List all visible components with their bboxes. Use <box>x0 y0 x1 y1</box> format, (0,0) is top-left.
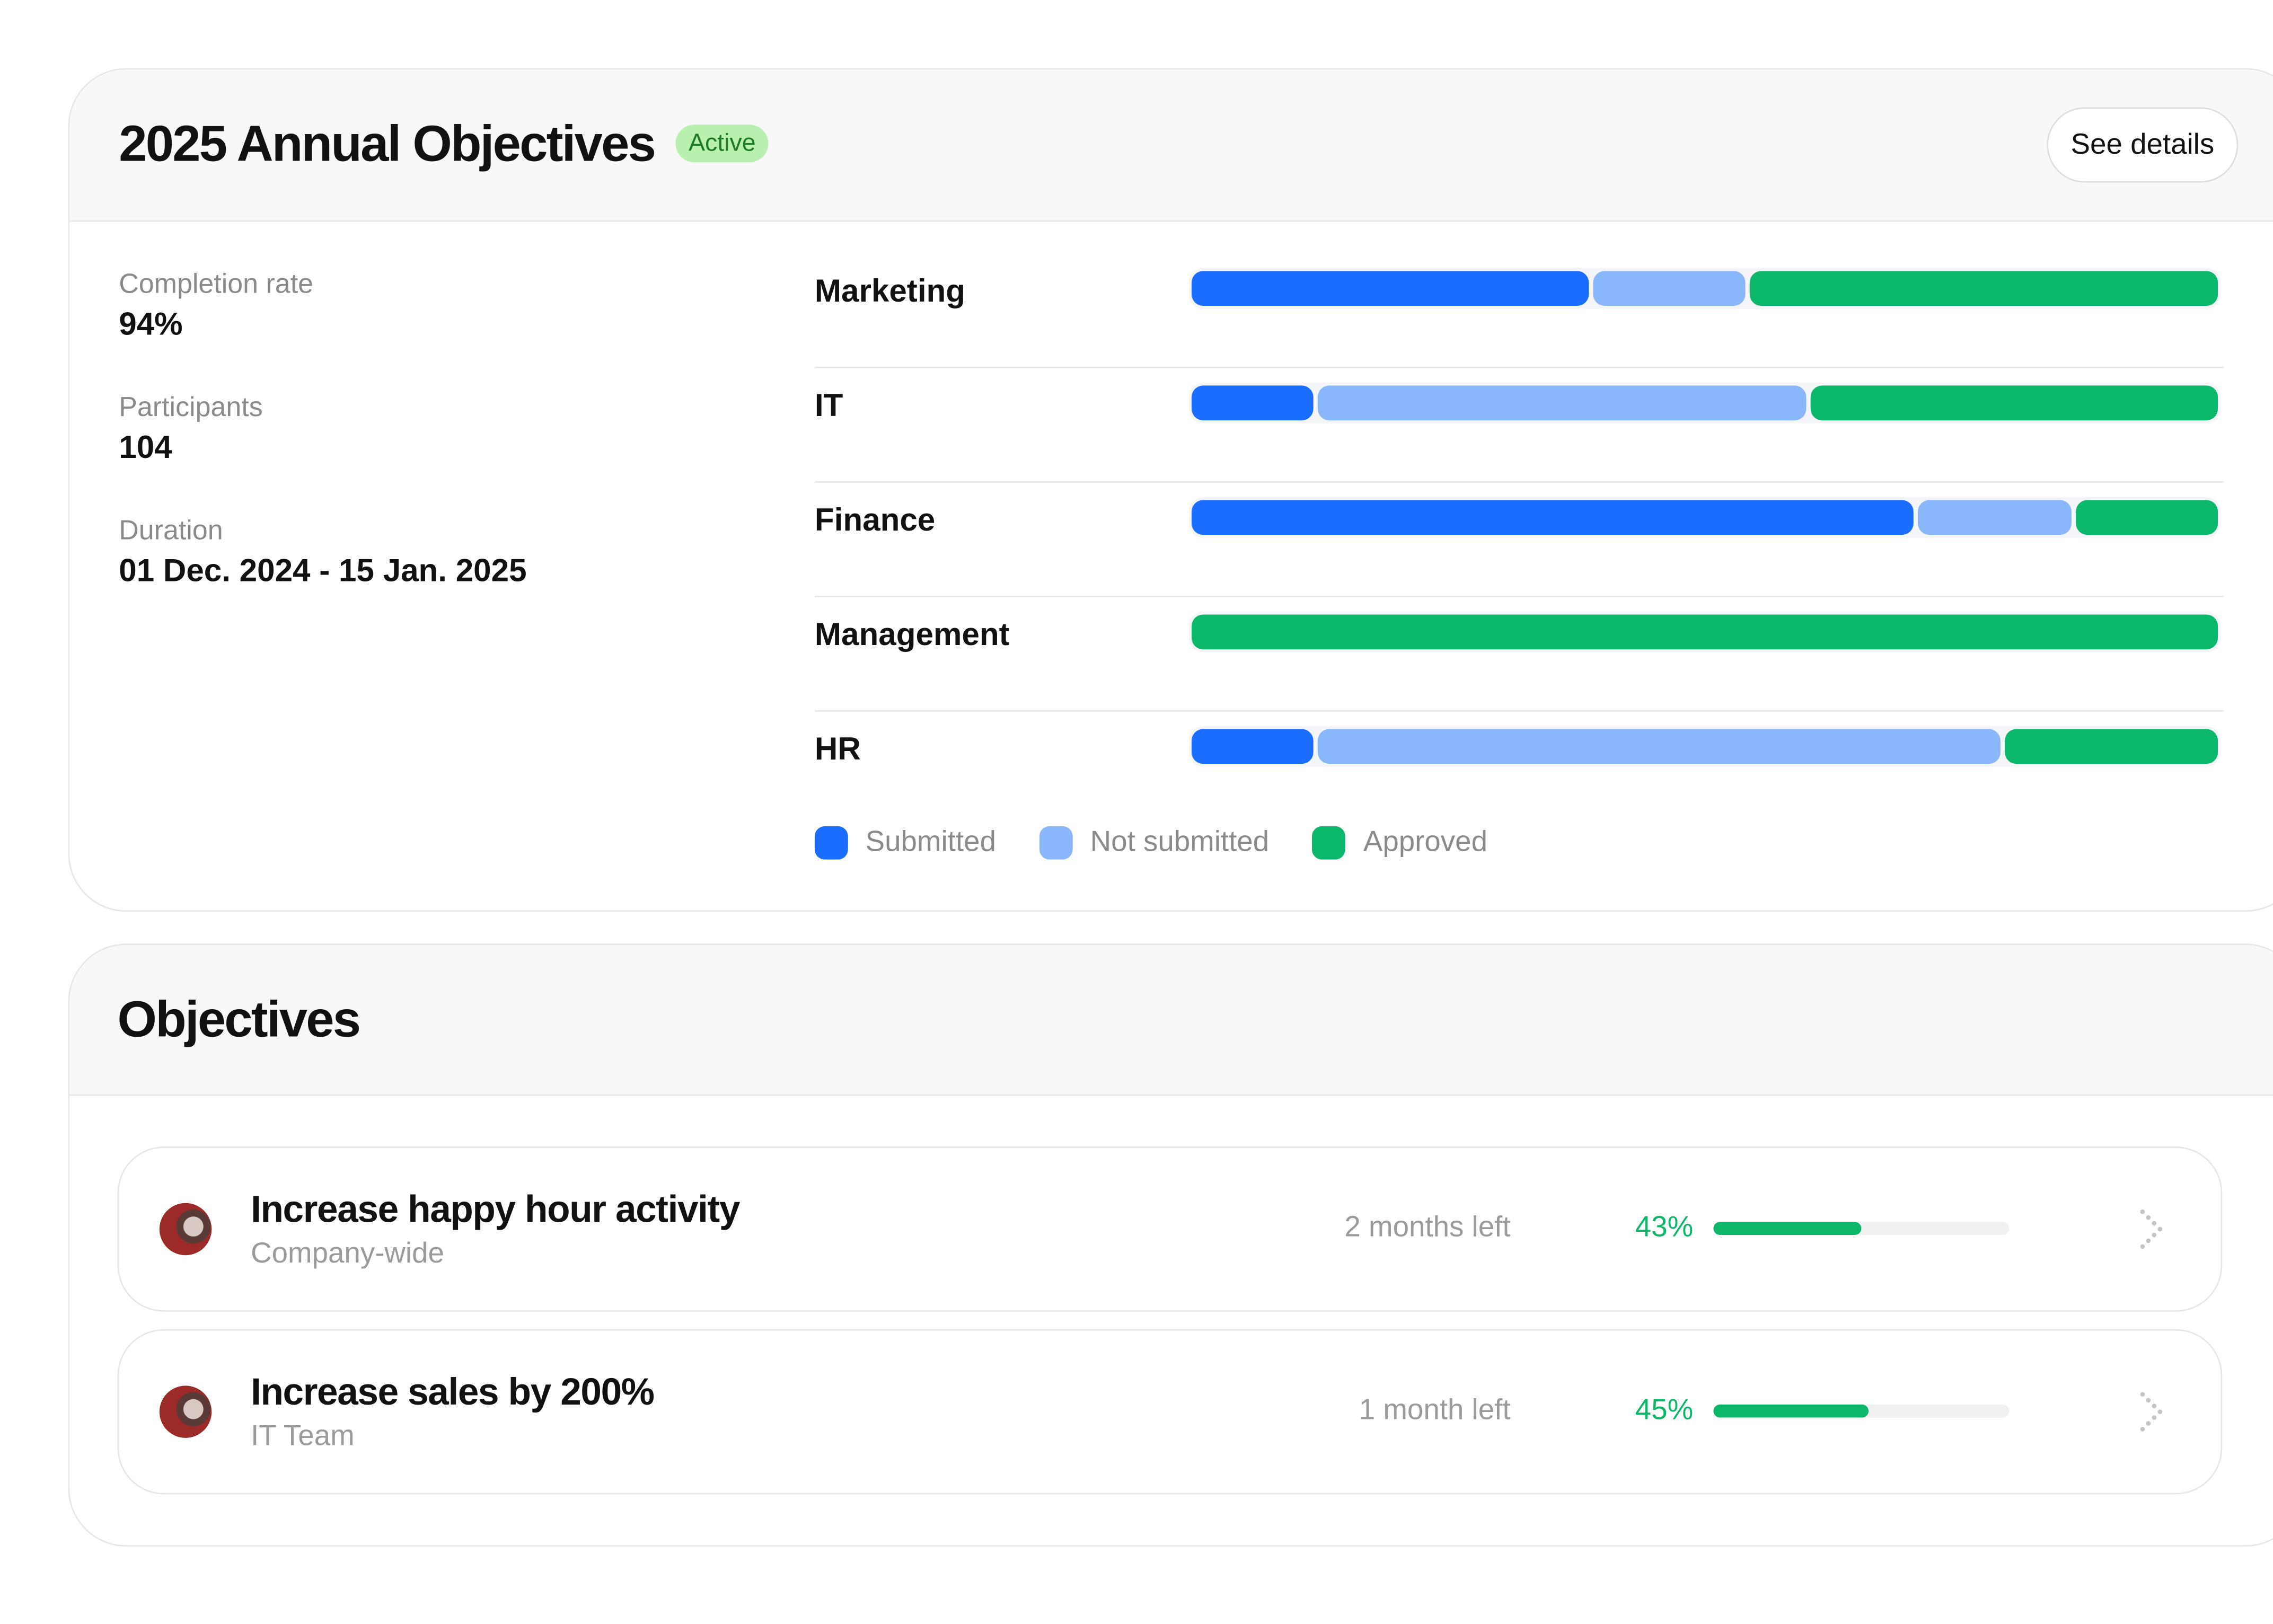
stat-label: Duration <box>119 516 223 546</box>
avatar <box>159 1203 212 1256</box>
bar-segment-submitted <box>1191 500 1914 535</box>
progress-percent: 45% <box>1635 1394 1694 1426</box>
objective-name: Increase happy hour activity <box>251 1187 740 1231</box>
chart-row: Finance <box>814 481 2224 597</box>
progress-fill <box>1713 1222 1862 1235</box>
progress-bar <box>1713 1404 2010 1418</box>
legend-label: Submitted <box>865 826 996 858</box>
objective-scope: IT Team <box>251 1420 355 1453</box>
category-label: Marketing <box>814 272 966 309</box>
card-header: 2025 Annual Objectives Active See detail… <box>69 69 2273 222</box>
bar-segment-not-submitted <box>1918 500 2072 535</box>
legend-swatch <box>814 826 848 860</box>
category-label: Finance <box>814 501 936 538</box>
stacked-bar-track <box>1188 382 2221 423</box>
bar-segment-approved <box>1811 385 2218 421</box>
progress-bar <box>1713 1222 2010 1235</box>
legend-swatch <box>1039 826 1073 860</box>
stat-label: Participants <box>119 393 263 423</box>
bar-segment-not-submitted <box>1592 271 1746 306</box>
stat-value: 104 <box>119 429 172 465</box>
stacked-bar-track <box>1188 726 2221 767</box>
bar-segment-not-submitted <box>1318 729 2000 764</box>
status-badge: Active <box>675 125 769 163</box>
stacked-bar-track <box>1188 268 2221 309</box>
objective-item[interactable]: Increase happy hour activity Company-wid… <box>117 1146 2223 1312</box>
legend-swatch <box>1312 826 1346 860</box>
legend-item: Not submitted <box>1039 826 1269 860</box>
chart-legend: Submitted Not submitted Approved <box>814 826 1487 860</box>
time-left: 2 months left <box>1344 1212 1511 1244</box>
page-title: 2025 Annual Objectives <box>119 116 656 173</box>
category-label: IT <box>814 387 843 423</box>
annual-objectives-card: 2025 Annual Objectives Active See detail… <box>68 68 2273 912</box>
stacked-bar-track <box>1188 497 2221 538</box>
stat-participants: Participants 104 <box>119 393 263 466</box>
stacked-bar-track <box>1188 612 2221 652</box>
stat-value: 94% <box>119 306 183 342</box>
chart-row: Marketing <box>814 252 2224 368</box>
category-label: HR <box>814 730 861 767</box>
stat-value: 01 Dec. 2024 - 15 Jan. 2025 <box>119 552 527 589</box>
bar-segment-submitted <box>1191 271 1589 306</box>
chevron-right-icon[interactable] <box>2138 1209 2168 1250</box>
progress-fill <box>1713 1404 1869 1418</box>
section-title: Objectives <box>117 991 362 1048</box>
bar-segment-approved <box>2075 500 2218 535</box>
bar-segment-approved <box>1191 614 2218 650</box>
bar-segment-not-submitted <box>1318 385 1807 421</box>
stat-label: Completion rate <box>119 269 314 301</box>
card-header: Objectives <box>69 945 2273 1096</box>
see-details-button[interactable]: See details <box>2047 107 2239 183</box>
chevron-right-icon[interactable] <box>2138 1391 2168 1432</box>
avatar <box>159 1385 212 1438</box>
chart-row: HR <box>815 710 2224 825</box>
objective-name: Increase sales by 200% <box>251 1370 655 1414</box>
bar-segment-approved <box>1749 271 2218 306</box>
objectives-card: Objectives Increase happy hour activity … <box>68 943 2273 1547</box>
category-label: Management <box>814 616 1010 652</box>
time-left: 1 month left <box>1359 1394 1511 1426</box>
bar-segment-submitted <box>1191 385 1314 421</box>
progress-percent: 43% <box>1635 1212 1694 1244</box>
objective-scope: Company-wide <box>251 1238 444 1270</box>
legend-item: Submitted <box>814 826 996 860</box>
legend-label: Approved <box>1363 826 1488 858</box>
objective-item[interactable]: Increase sales by 200% IT Team 1 month l… <box>117 1329 2223 1495</box>
bar-segment-approved <box>2004 729 2218 764</box>
legend-label: Not submitted <box>1090 826 1270 858</box>
bar-segment-submitted <box>1191 729 1314 764</box>
stat-duration: Duration 01 Dec. 2024 - 15 Jan. 2025 <box>119 516 526 590</box>
legend-item: Approved <box>1312 826 1487 860</box>
stat-completion-rate: Completion rate 94% <box>119 270 313 343</box>
chart-row: Management <box>814 596 2224 712</box>
chart-row: IT <box>814 367 2224 483</box>
